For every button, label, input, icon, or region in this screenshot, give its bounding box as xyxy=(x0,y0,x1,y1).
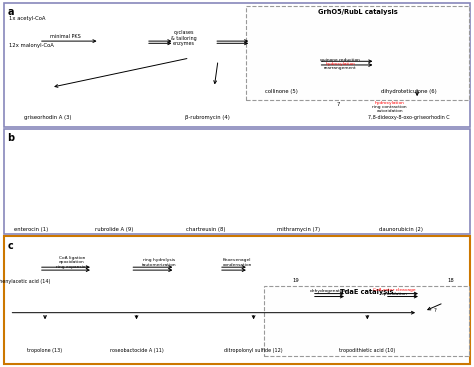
Text: tropolone (13): tropolone (13) xyxy=(27,348,63,353)
Bar xyxy=(378,90,439,117)
Text: cyclases
& tailoring
enzymes: cyclases & tailoring enzymes xyxy=(171,30,197,47)
Text: rearrangement: rearrangement xyxy=(324,66,357,69)
Text: griseorhodin A (3): griseorhodin A (3) xyxy=(24,115,71,120)
Text: epoxidation: epoxidation xyxy=(382,292,407,295)
Text: phenylacetic acid (14): phenylacetic acid (14) xyxy=(0,279,50,284)
Bar xyxy=(181,254,212,280)
Text: ?: ? xyxy=(434,308,437,313)
Text: ditropolonyl sulfide (12): ditropolonyl sulfide (12) xyxy=(224,348,283,353)
Bar xyxy=(180,29,213,57)
Text: ring hydrolysis
tautomerization: ring hydrolysis tautomerization xyxy=(141,258,176,267)
Bar xyxy=(182,179,230,214)
Text: 12x malonyl-CoA: 12x malonyl-CoA xyxy=(9,43,55,48)
Text: 7,8-dideoxy-8-oxo-griseorhodin C: 7,8-dideoxy-8-oxo-griseorhodin C xyxy=(368,115,449,120)
Text: daunorubicin (2): daunorubicin (2) xyxy=(379,227,422,232)
Text: enterocin (1): enterocin (1) xyxy=(14,227,48,232)
Bar xyxy=(284,281,313,306)
Text: quinone reduction: quinone reduction xyxy=(320,58,360,62)
Text: chartreusin (8): chartreusin (8) xyxy=(186,227,226,232)
Bar xyxy=(182,89,230,118)
Text: 1x acetyl-CoA: 1x acetyl-CoA xyxy=(9,16,46,21)
Bar xyxy=(246,6,469,100)
Text: rubrolide A (9): rubrolide A (9) xyxy=(95,227,133,232)
Bar xyxy=(4,129,470,234)
Text: 19: 19 xyxy=(293,278,300,283)
Bar xyxy=(4,3,470,127)
Text: β-rubromycin (4): β-rubromycin (4) xyxy=(185,115,230,120)
Text: TdaE catalysis: TdaE catalysis xyxy=(340,289,393,295)
Text: autoridation: autoridation xyxy=(376,109,403,113)
Bar xyxy=(7,179,55,214)
Text: roseobactocide A (11): roseobactocide A (11) xyxy=(109,348,164,353)
Text: b: b xyxy=(8,133,15,143)
Text: hydroxylation: hydroxylation xyxy=(374,102,405,105)
Text: ring contraction: ring contraction xyxy=(372,105,407,109)
Bar xyxy=(375,179,425,214)
Text: GrhO5/RubL catalysis: GrhO5/RubL catalysis xyxy=(318,9,397,15)
Bar xyxy=(100,28,146,58)
Text: c: c xyxy=(8,241,13,251)
Text: tropodithietic acid (10): tropodithietic acid (10) xyxy=(339,348,395,353)
Text: CoA ligation
epoxidation
ring expansion: CoA ligation epoxidation ring expansion xyxy=(56,256,88,269)
Bar xyxy=(254,254,282,280)
Bar xyxy=(350,281,380,306)
Text: 18: 18 xyxy=(448,278,455,283)
Bar xyxy=(348,318,386,344)
Text: CoA-ester cleavage: CoA-ester cleavage xyxy=(373,288,416,292)
Text: hydroxylation: hydroxylation xyxy=(325,62,356,66)
Bar xyxy=(264,286,469,356)
Text: collinone (5): collinone (5) xyxy=(265,88,298,94)
Bar xyxy=(28,319,62,344)
Bar xyxy=(432,280,464,308)
Bar xyxy=(4,236,470,364)
Text: a: a xyxy=(8,7,14,17)
Bar xyxy=(115,319,158,349)
Text: mithramycin (7): mithramycin (7) xyxy=(277,227,320,232)
Text: dihydroteticulone (6): dihydroteticulone (6) xyxy=(381,88,437,94)
Bar xyxy=(228,319,279,347)
Text: dehydrogenation: dehydrogenation xyxy=(309,289,347,292)
Bar xyxy=(91,179,136,214)
Bar xyxy=(9,254,37,280)
Bar xyxy=(259,49,302,87)
Bar xyxy=(381,49,432,87)
Text: 7: 7 xyxy=(337,102,340,107)
Text: Knoevenagel
condensation: Knoevenagel condensation xyxy=(222,258,252,267)
Bar xyxy=(6,27,39,54)
Bar xyxy=(23,87,72,115)
Bar xyxy=(275,179,322,214)
Text: minimal PKS: minimal PKS xyxy=(50,34,81,39)
Bar xyxy=(96,254,124,280)
